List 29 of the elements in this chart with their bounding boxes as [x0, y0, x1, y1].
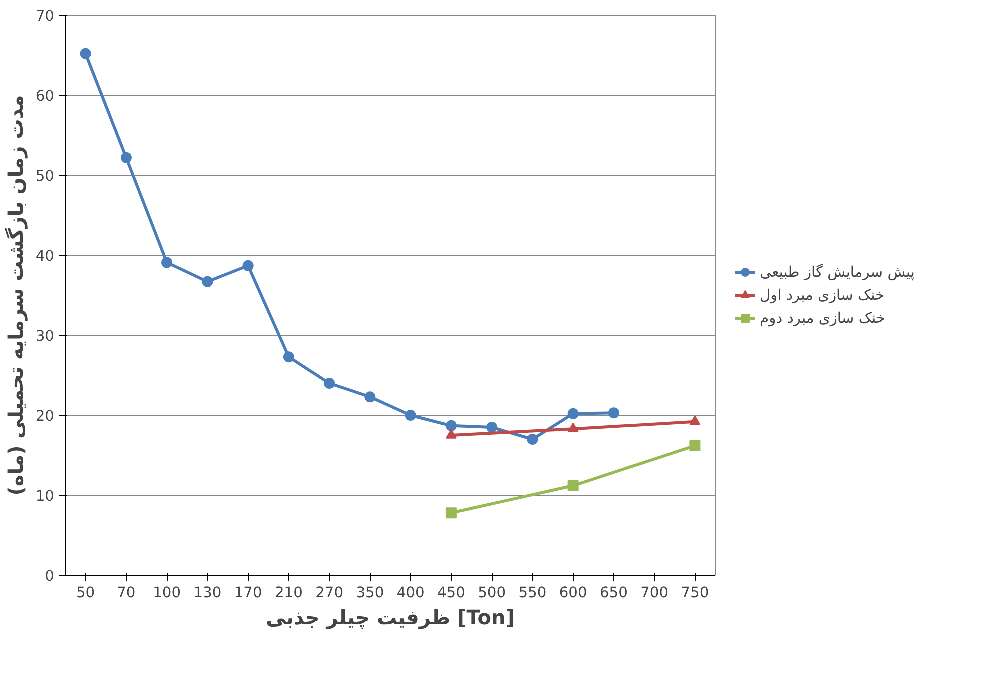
y-tick-label: 0: [45, 568, 55, 585]
y-tick-label: 50: [36, 168, 55, 185]
x-tick-label: 700: [640, 584, 669, 602]
x-tick-label: 210: [274, 584, 303, 602]
x-tick-label: 270: [316, 584, 344, 602]
x-tick-label: 500: [478, 584, 506, 602]
x-tick-label: 70: [117, 584, 136, 602]
x-tick-label: 550: [518, 584, 547, 602]
x-tick-label: 400: [396, 584, 425, 602]
x-axis-title: ظرفیت چیلر جذبی [Ton]: [266, 606, 515, 630]
legend-label: خنک سازی مبرد اول: [760, 286, 885, 304]
x-tick-label: 650: [600, 584, 628, 602]
x-tick-label: 100: [153, 584, 182, 602]
x-tick-label: 600: [559, 584, 588, 602]
y-axis-title: مدت زمان بازگشت سرمایه تحمیلی (ماه): [4, 95, 28, 496]
y-tick-label: 20: [36, 408, 55, 425]
y-tick-label: 60: [36, 88, 55, 105]
y-tick-label: 40: [36, 248, 55, 265]
x-tick-label: 450: [437, 584, 466, 602]
x-tick-label: 130: [194, 584, 222, 602]
legend-label: خنک سازی مبرد دوم: [760, 310, 886, 326]
x-tick-label: 170: [234, 584, 262, 602]
y-tick-label: 70: [36, 8, 55, 25]
x-tick-label: 350: [356, 584, 384, 602]
y-tick-label: 10: [36, 488, 55, 505]
x-tick-label: 750: [681, 584, 710, 602]
legend-label: پیش سرمایش گاز طبیعی: [760, 264, 915, 280]
y-tick-label: 30: [36, 328, 55, 345]
x-tick-label: 50: [76, 584, 96, 602]
